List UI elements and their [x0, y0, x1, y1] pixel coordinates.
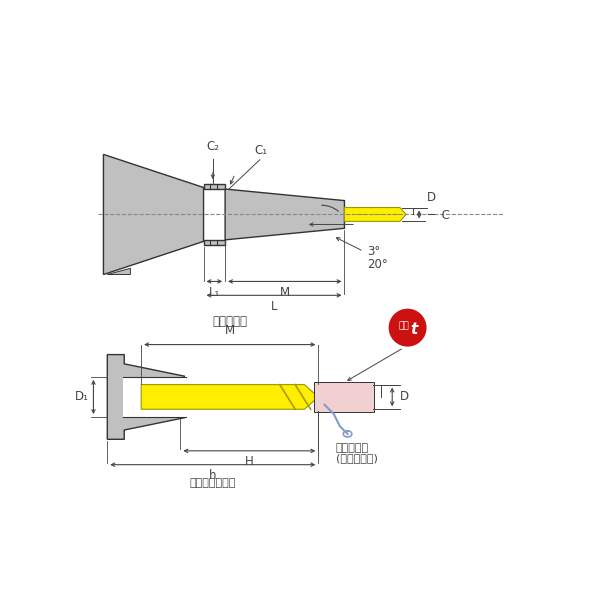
Text: (最低把持長): (最低把持長): [336, 453, 378, 463]
Text: H: H: [245, 455, 254, 467]
Text: h: h: [209, 469, 217, 482]
Text: M: M: [280, 286, 290, 299]
Text: 肉厚: 肉厚: [398, 321, 409, 330]
Text: ─  C: ─ C: [427, 209, 450, 223]
Text: 3°: 3°: [368, 245, 381, 258]
Text: C₂: C₂: [206, 140, 219, 153]
Text: D: D: [400, 391, 409, 403]
Polygon shape: [107, 355, 184, 439]
Text: D₁: D₁: [75, 391, 89, 403]
Text: M: M: [224, 324, 235, 337]
Text: t: t: [410, 322, 418, 337]
Text: 20°: 20°: [368, 258, 388, 271]
Polygon shape: [141, 385, 318, 409]
Text: 工具最大挿入長: 工具最大挿入長: [190, 478, 236, 488]
Circle shape: [388, 308, 428, 347]
Polygon shape: [203, 240, 225, 245]
Text: D: D: [427, 191, 436, 205]
Polygon shape: [225, 189, 344, 240]
Bar: [123, 377, 186, 417]
Polygon shape: [203, 184, 225, 189]
Text: つかみ長さ: つかみ長さ: [336, 443, 369, 453]
Polygon shape: [344, 208, 406, 221]
Text: C₁: C₁: [255, 143, 268, 157]
Polygon shape: [314, 382, 374, 412]
Text: L₁: L₁: [209, 286, 220, 299]
Polygon shape: [107, 268, 130, 275]
Text: 加工有効長: 加工有効長: [212, 314, 247, 328]
Polygon shape: [103, 154, 203, 275]
Text: L: L: [271, 300, 277, 313]
